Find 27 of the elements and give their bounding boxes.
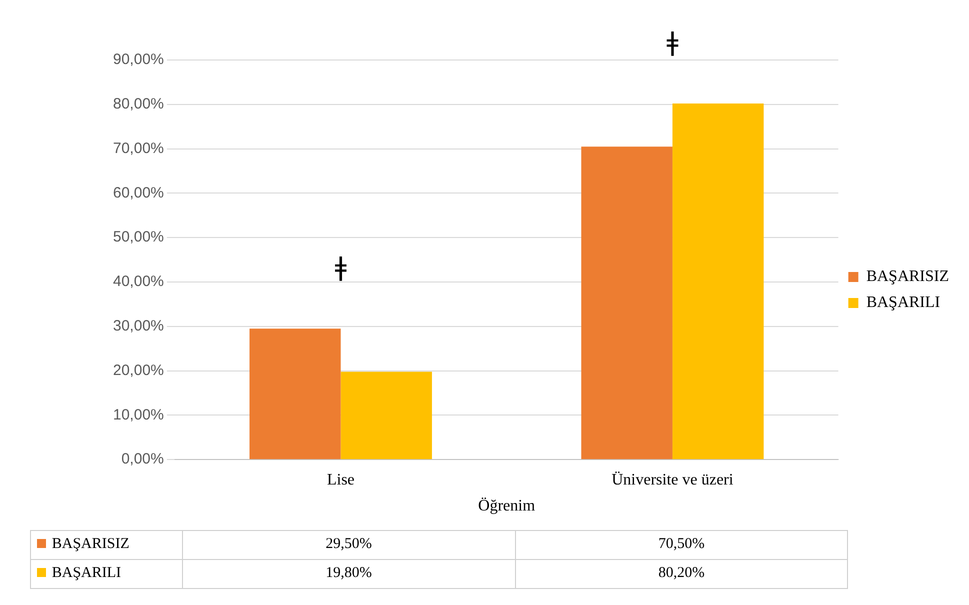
bar xyxy=(250,328,341,460)
y-tick-label: 0,00% xyxy=(121,450,164,468)
y-tick-label: 10,00% xyxy=(113,406,164,424)
bar xyxy=(672,104,764,460)
y-tick-label: 20,00% xyxy=(113,362,164,379)
legend-label: BAŞARILI xyxy=(866,294,940,312)
text: ǂ xyxy=(666,27,678,58)
x-tick-label: Üniversite ve üzeri xyxy=(612,471,734,488)
text: BAŞARISIZ xyxy=(866,268,950,286)
y-tick-label: 60,00% xyxy=(113,184,164,202)
y-tick-label: 30,00% xyxy=(113,318,164,335)
data-label: 70,50% xyxy=(515,530,848,560)
bar xyxy=(340,372,432,460)
text: BAŞARILI xyxy=(52,565,122,582)
y-tick-label: 40,00% xyxy=(113,273,164,290)
data-label: 19,80% xyxy=(182,559,516,588)
x-axis-title: Öğrenim xyxy=(478,498,536,515)
y-tick-label: 80,00% xyxy=(113,96,164,113)
annotation: ǂ xyxy=(334,252,347,282)
data-label: 29,50% xyxy=(182,530,516,560)
data-label: 80,20% xyxy=(515,559,848,588)
y-tick-label: 90,00% xyxy=(113,51,164,68)
y-tick-label: 50,00% xyxy=(113,228,164,246)
bar xyxy=(581,146,672,460)
legend-label: BAŞARISIZ xyxy=(30,530,182,560)
x-tick-label: Lise xyxy=(326,471,355,488)
y-tick-label: 70,00% xyxy=(113,140,164,157)
